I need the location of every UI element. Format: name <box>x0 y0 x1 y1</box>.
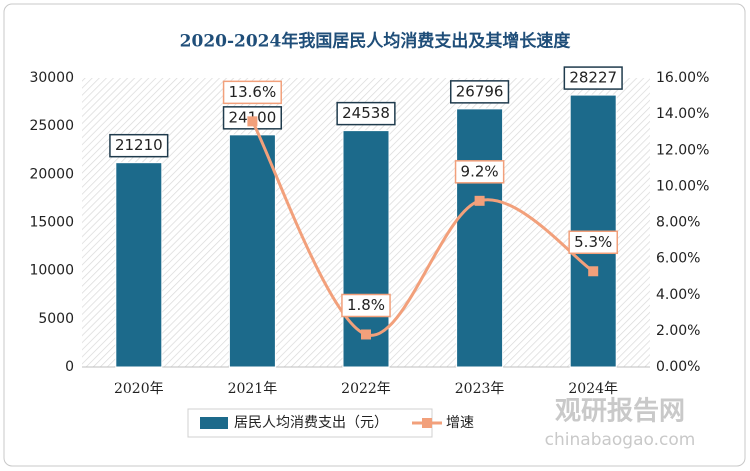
line-value-label: 13.6% <box>229 83 277 101</box>
x-tick-label: 2024年 <box>568 381 618 397</box>
y-tick-label: 5000 <box>38 311 74 327</box>
line-marker <box>588 266 599 277</box>
y2-tick-label: 16.00% <box>656 70 709 86</box>
y-tick-label: 20000 <box>29 166 74 182</box>
bar-value-label: 26796 <box>456 82 504 100</box>
bar-value-label: 21210 <box>115 136 163 154</box>
y2-tick-label: 12.00% <box>656 142 709 158</box>
legend-label: 增速 <box>446 415 474 431</box>
bar-value-label-box <box>563 66 623 90</box>
line-value-label-box <box>341 293 391 318</box>
y2-tick-label: 0.00% <box>656 359 700 375</box>
y-tick-label: 0 <box>65 359 74 375</box>
line <box>251 120 595 337</box>
line-marker <box>361 329 371 340</box>
watermark-url: chinabaogao.com <box>545 430 696 450</box>
y2-tick-label: 4.00% <box>656 287 700 303</box>
y-tick-label: 10000 <box>29 263 74 279</box>
legend-swatch <box>200 417 228 429</box>
y2-tick-label: 10.00% <box>656 178 709 194</box>
legend-box <box>187 408 433 438</box>
bar-value-label-box <box>336 101 396 126</box>
x-tick-label: 2021年 <box>228 381 278 397</box>
line-value-label-box <box>222 80 282 105</box>
line-marker <box>247 116 258 127</box>
legend-label: 居民人均消费支出（元） <box>234 415 388 431</box>
y2-tick-label: 8.00% <box>656 215 700 231</box>
bar-value-label-box <box>109 133 169 158</box>
bar-value-label-box <box>449 80 510 104</box>
x-tick-label: 2020年 <box>114 381 164 397</box>
line-marker <box>474 195 485 206</box>
y-tick-label: 25000 <box>29 118 74 134</box>
line-value-label: 1.8% <box>347 296 385 314</box>
watermark: 观研报告网 <box>555 396 685 427</box>
bar <box>228 134 276 368</box>
y2-tick-label: 2.00% <box>656 323 700 339</box>
bar-value-label: 28227 <box>569 69 617 87</box>
x-tick-label: 2023年 <box>455 381 505 397</box>
y2-tick-label: 6.00% <box>656 251 700 267</box>
bar <box>342 130 390 368</box>
legend-marker <box>422 418 432 428</box>
x-tick-label: 2022年 <box>341 381 391 397</box>
line-value-label-box <box>568 230 619 255</box>
bar <box>456 108 504 368</box>
chart-title: 2020-2024年我国居民人均消费支出及其增长速度 <box>180 31 572 52</box>
line-value-label-box <box>454 160 505 184</box>
y-tick-label: 15000 <box>29 215 74 231</box>
y2-tick-label: 14.00% <box>656 106 709 122</box>
y-tick-label: 30000 <box>29 70 74 86</box>
bar-value-label: 24538 <box>342 104 390 122</box>
line-value-label: 5.3% <box>574 233 612 251</box>
line-value-label: 9.2% <box>461 162 499 180</box>
bar <box>115 162 163 368</box>
